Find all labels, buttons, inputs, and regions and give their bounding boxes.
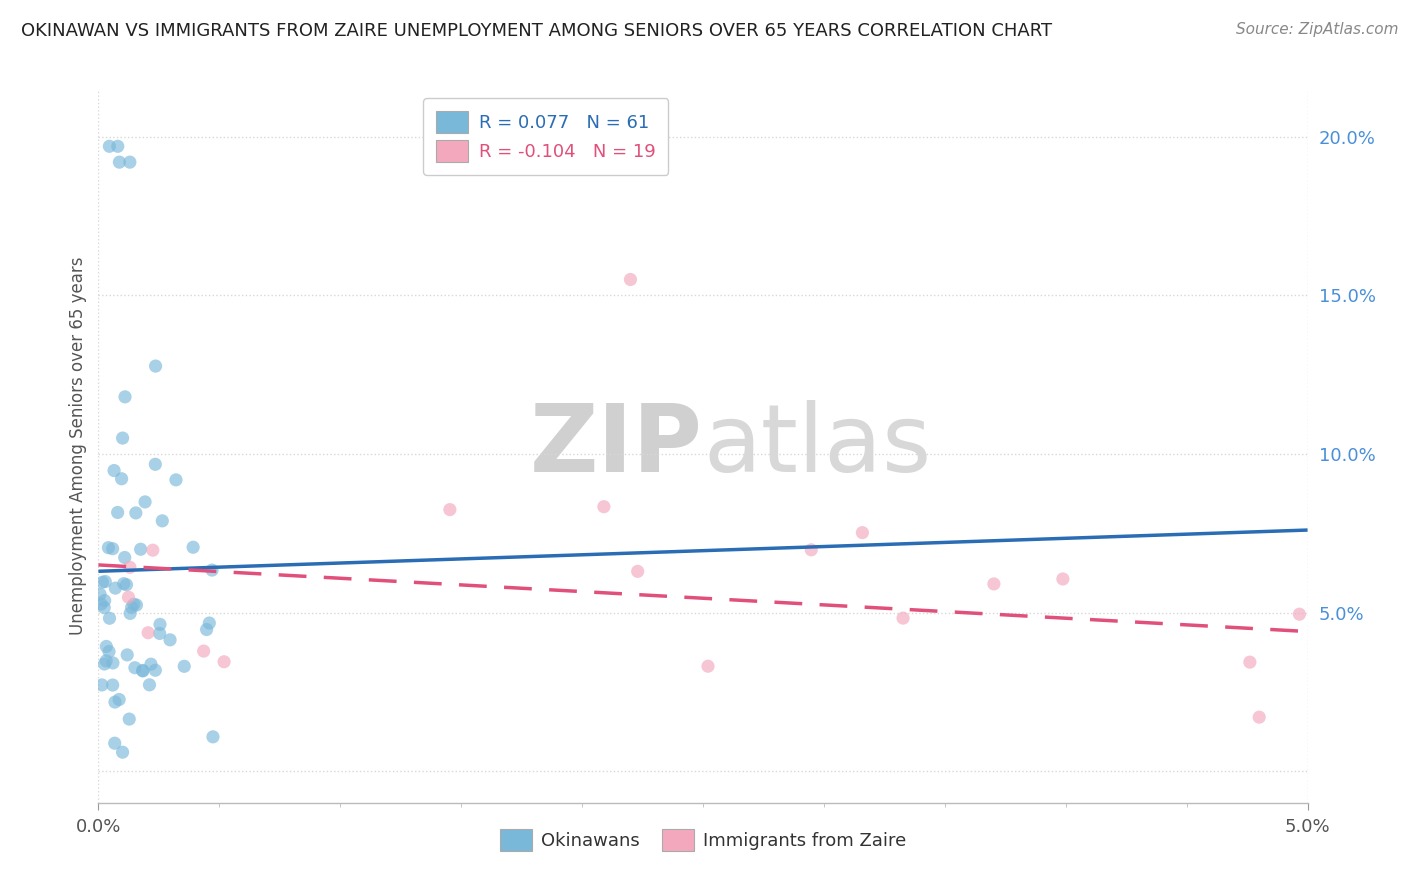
Point [142,543,165,558]
Point [93,600,115,615]
Point [90,678,112,692]
Point [138,678,160,692]
Y-axis label: Unemployment Among Seniors over 65 years: Unemployment Among Seniors over 65 years [69,257,87,635]
Point [115,648,138,662]
Point [145,359,167,373]
Text: OKINAWAN VS IMMIGRANTS FROM ZAIRE UNEMPLOYMENT AMONG SENIORS OVER 65 YEARS CORRE: OKINAWAN VS IMMIGRANTS FROM ZAIRE UNEMPL… [21,22,1052,40]
Point [117,591,139,605]
Point [91,575,114,590]
Point [118,712,141,726]
Point [101,541,124,556]
Point [93,593,115,607]
Point [143,458,166,472]
Point [96,640,118,654]
Point [101,678,124,692]
Point [619,272,641,286]
Point [98,644,121,658]
Point [149,626,172,640]
Point [195,623,218,637]
Point [114,390,136,404]
Point [124,661,146,675]
Point [114,550,136,565]
Point [891,611,914,625]
Point [143,663,166,677]
Point [1052,572,1074,586]
Point [104,695,127,709]
Text: ZIP: ZIP [530,400,703,492]
Point [107,506,129,520]
Point [104,736,127,750]
Point [111,431,134,445]
Point [101,656,124,670]
Point [93,657,115,671]
Point [193,644,215,658]
Point [212,655,235,669]
Point [107,139,129,153]
Point [98,139,121,153]
Point [181,541,204,555]
Point [108,155,131,169]
Point [697,659,720,673]
Point [89,587,111,601]
Point [1249,710,1271,724]
Point [139,657,162,672]
Point [110,472,132,486]
Point [111,745,134,759]
Point [122,597,145,611]
Text: Source: ZipAtlas.com: Source: ZipAtlas.com [1236,22,1399,37]
Point [118,560,141,574]
Text: atlas: atlas [703,400,931,492]
Point [983,577,1005,591]
Point [132,664,155,678]
Point [104,581,127,595]
Point [98,611,121,625]
Point [120,607,142,621]
Point [108,692,131,706]
Point [115,578,138,592]
Point [627,565,650,579]
Point [94,654,117,668]
Point [121,600,143,615]
Point [173,659,195,673]
Point [90,597,112,611]
Point [136,625,159,640]
Point [118,155,141,169]
Point [125,598,148,612]
Point [851,525,873,540]
Point [1288,607,1310,622]
Point [159,632,181,647]
Point [1239,655,1261,669]
Legend: Okinawans, Immigrants from Zaire: Okinawans, Immigrants from Zaire [492,822,914,858]
Point [150,514,173,528]
Point [201,563,224,577]
Point [134,495,156,509]
Point [592,500,614,514]
Point [198,615,221,630]
Point [129,542,152,557]
Point [439,502,461,516]
Point [97,541,120,555]
Point [165,473,187,487]
Point [125,506,148,520]
Point [132,664,155,678]
Point [201,730,224,744]
Point [103,464,125,478]
Point [94,574,117,589]
Point [800,542,823,557]
Point [112,576,135,591]
Point [149,617,172,632]
